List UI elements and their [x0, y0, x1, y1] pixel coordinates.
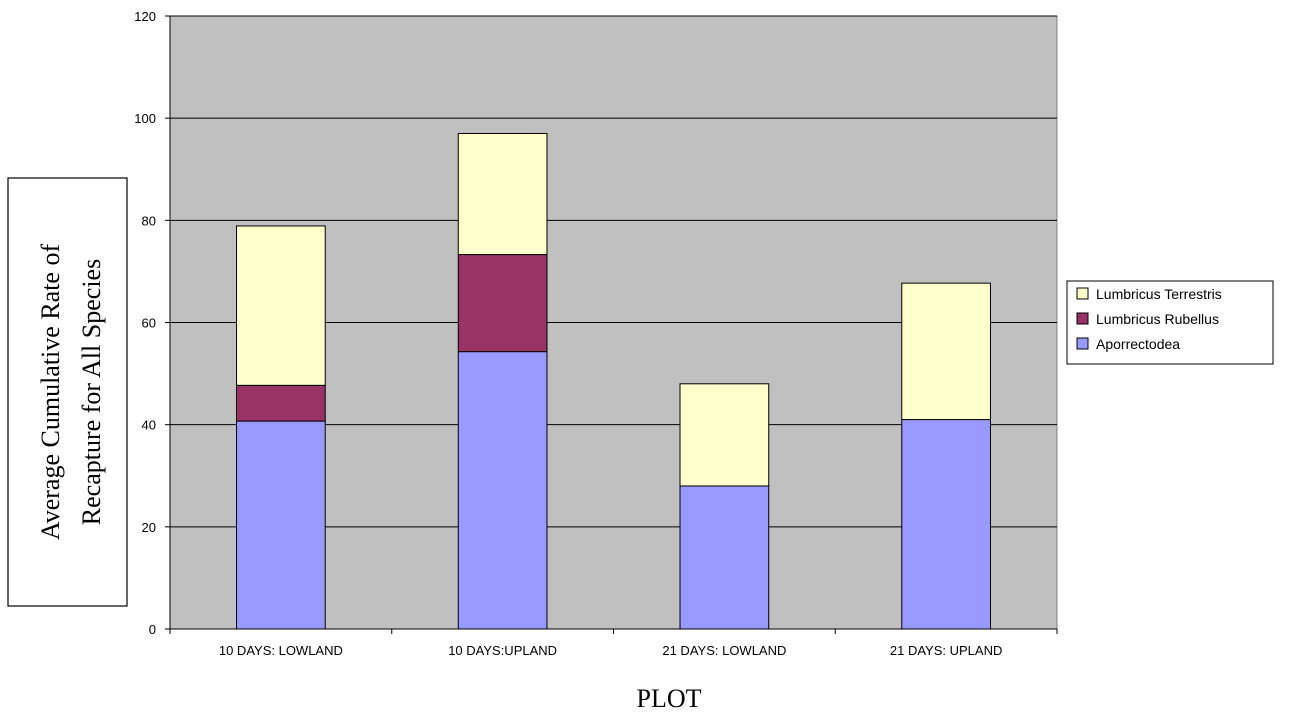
legend-swatch — [1076, 337, 1089, 350]
x-axis-title: PLOT — [637, 684, 702, 713]
bar-segment-lumbricus-terrestris — [679, 383, 770, 487]
legend-swatch — [1076, 312, 1089, 325]
legend-label: Aporrectodea — [1096, 336, 1180, 352]
y-tick-label: 100 — [134, 111, 156, 126]
bar-segment-lumbricus-terrestris — [457, 132, 548, 256]
y-axis-title-line-1: Average Cumulative Rate of — [36, 244, 65, 541]
legend: Lumbricus Terrestris Lumbricus Rubellus Ap… — [1066, 280, 1274, 365]
y-axis-title-box: Average Cumulative Rate of Recapture for… — [7, 177, 128, 607]
legend-label: Lumbricus Terrestris — [1096, 286, 1222, 302]
legend-swatch — [1076, 287, 1089, 300]
y-tick-label: 60 — [142, 316, 156, 331]
x-tick-label: 10 DAYS:UPLAND — [448, 643, 557, 658]
y-tick-label: 80 — [142, 213, 156, 228]
bar-segment-aporrectodea — [901, 419, 991, 630]
bar-segment-aporrectodea — [236, 420, 326, 630]
bar-segment-aporrectodea — [457, 351, 548, 630]
bars — [236, 132, 991, 630]
bar-segment-lumbricus-rubellus — [457, 254, 548, 353]
y-tick-label: 0 — [149, 622, 156, 637]
bar-segment-lumbricus-terrestris — [901, 282, 991, 421]
x-tick-label: 21 DAYS: LOWLAND — [662, 643, 786, 658]
y-tick-label: 40 — [142, 418, 156, 433]
bar-segment-aporrectodea — [679, 485, 770, 630]
y-axis-title-line-2: Recapture for All Species — [77, 259, 106, 525]
y-tick-label: 20 — [142, 520, 156, 535]
x-tick-label: 21 DAYS: UPLAND — [890, 643, 1002, 658]
y-tick-label: 120 — [134, 9, 156, 24]
bar-segment-lumbricus-rubellus — [236, 384, 326, 422]
legend-label: Lumbricus Rubellus — [1096, 311, 1219, 327]
axes: 0 20 40 60 80 100 120 10 DAYS: LOWLAND 10 DAYS:U… — [134, 9, 1058, 658]
x-tick-label: 10 DAYS: LOWLAND — [219, 643, 343, 658]
bar-segment-lumbricus-terrestris — [236, 225, 326, 386]
